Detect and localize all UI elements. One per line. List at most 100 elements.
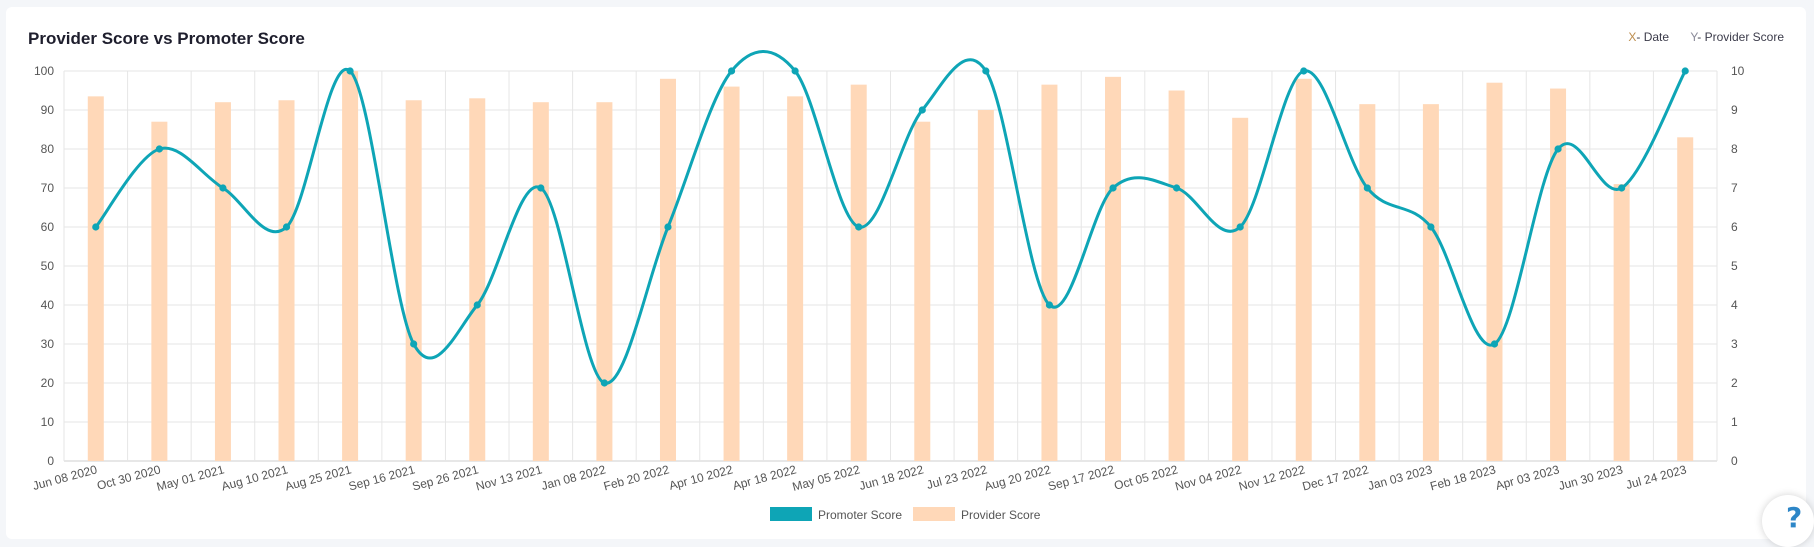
x-tick-label: Aug 10 2021: [220, 462, 290, 493]
left-tick-label: 80: [41, 142, 55, 156]
right-tick-label: 7: [1731, 181, 1738, 195]
help-question-icon: ?: [1786, 501, 1803, 534]
promoter-score-point: [155, 145, 163, 153]
legend-label: Provider Score: [961, 508, 1041, 522]
promoter-score-point: [1300, 67, 1308, 75]
promoter-score-point: [918, 106, 926, 114]
promoter-score-point: [1490, 340, 1499, 348]
x-tick-label: Nov 12 2022: [1237, 462, 1307, 493]
left-tick-label: 50: [41, 259, 55, 273]
left-tick-label: 70: [41, 181, 55, 195]
axis-legend: X- Date Y- Provider Score: [1610, 30, 1784, 44]
chart-title: Provider Score vs Promoter Score: [28, 29, 305, 48]
provider-score-bar: [342, 71, 359, 461]
right-tick-label: 2: [1731, 376, 1738, 390]
x-tick-label: Aug 25 2021: [284, 462, 354, 493]
x-tick-label: Jun 30 2023: [1557, 462, 1625, 493]
promoter-score-point: [600, 379, 609, 387]
right-tick-label: 0: [1731, 454, 1738, 468]
x-tick-label: Jan 08 2022: [540, 462, 608, 493]
provider-score-bar: [87, 96, 104, 461]
x-axis-legend-label: - Date: [1636, 30, 1670, 44]
promoter-score-point: [1045, 301, 1054, 309]
right-tick-label: 4: [1731, 298, 1738, 312]
provider-score-bar: [1359, 104, 1376, 462]
right-tick-label: 6: [1731, 220, 1738, 234]
provider-score-bar: [469, 98, 486, 462]
promoter-score-point: [410, 340, 418, 348]
provider-score-bar: [977, 110, 994, 461]
provider-score-bar: [659, 78, 676, 462]
right-tick-label: 5: [1731, 259, 1738, 273]
legend-swatch: [913, 507, 955, 521]
legend-swatch: [770, 507, 812, 521]
chart-card: Provider Score vs Promoter Score X- Date…: [6, 7, 1806, 539]
x-tick-label: Apr 03 2023: [1494, 462, 1561, 493]
x-tick-label: Feb 20 2022: [602, 462, 671, 493]
x-axis-key: X: [1628, 30, 1637, 44]
promoter-score-point: [1554, 145, 1562, 153]
provider-score-bar: [1168, 90, 1185, 461]
legend-label: Promoter Score: [818, 508, 902, 522]
y-axis-legend-label: - Provider Score: [1697, 30, 1784, 44]
promoter-score-point: [346, 67, 354, 75]
promoter-score-point: [982, 67, 990, 75]
x-tick-label: Apr 18 2022: [731, 462, 798, 493]
provider-score-bar: [1041, 84, 1058, 462]
left-tick-label: 40: [41, 298, 55, 312]
promoter-score-point: [92, 223, 100, 231]
x-tick-label: Sep 17 2022: [1046, 462, 1116, 493]
x-tick-label: Sep 26 2021: [411, 462, 481, 493]
promoter-score-point: [1363, 184, 1371, 192]
provider-score-bar: [532, 102, 549, 461]
promoter-score-point: [219, 184, 227, 192]
provider-score-bar: [787, 96, 804, 461]
x-tick-label: Apr 10 2022: [668, 462, 735, 493]
right-tick-label: 9: [1731, 103, 1738, 117]
right-tick-label: 1: [1731, 415, 1738, 429]
x-tick-label: May 05 2022: [791, 462, 862, 494]
x-tick-label: Dec 17 2022: [1301, 462, 1371, 493]
promoter-score-point: [1618, 184, 1626, 192]
provider-score-bar: [1232, 117, 1249, 462]
provider-score-bar: [1613, 184, 1630, 461]
x-tick-label: Jul 24 2023: [1624, 462, 1688, 492]
x-tick-label: Feb 18 2023: [1429, 462, 1498, 493]
x-tick-label: Nov 13 2021: [474, 462, 544, 493]
x-tick-label: Oct 05 2022: [1113, 462, 1180, 493]
provider-score-bar: [405, 100, 422, 461]
y-axis-key: Y: [1690, 30, 1698, 44]
x-tick-label: Jun 08 2020: [31, 462, 99, 493]
left-tick-label: 30: [41, 337, 55, 351]
provider-score-bar: [214, 102, 231, 461]
promoter-score-point: [1681, 67, 1689, 75]
right-tick-label: 10: [1731, 64, 1745, 78]
promoter-score-point: [1427, 223, 1435, 231]
provider-score-bar: [151, 121, 168, 461]
promoter-score-point: [1236, 223, 1244, 231]
x-tick-label: Jan 03 2023: [1366, 462, 1434, 493]
x-tick-label: Sep 16 2021: [347, 462, 417, 493]
promoter-score-point: [727, 67, 736, 75]
left-tick-label: 20: [41, 376, 55, 390]
provider-score-bar: [1422, 104, 1439, 462]
x-tick-label: May 01 2021: [155, 462, 226, 494]
provider-score-bar: [1677, 137, 1694, 462]
left-tick-label: 100: [34, 64, 54, 78]
provider-score-bar: [1295, 78, 1312, 462]
x-axis-legend: X- Date: [1628, 30, 1669, 44]
promoter-score-point: [1172, 184, 1181, 192]
promoter-score-point: [855, 223, 863, 231]
x-tick-label: Aug 20 2022: [983, 462, 1053, 493]
provider-score-bar: [278, 100, 295, 461]
help-button[interactable]: ?: [1762, 495, 1814, 547]
left-tick-label: 0: [47, 454, 54, 468]
provider-score-bar: [1486, 82, 1503, 461]
x-tick-label: Oct 30 2020: [95, 462, 162, 493]
promoter-score-point: [664, 223, 672, 231]
provider-score-bar: [723, 86, 740, 461]
promoter-score-point: [791, 67, 799, 75]
right-tick-label: 8: [1731, 142, 1738, 156]
x-tick-label: Nov 04 2022: [1174, 462, 1244, 493]
promoter-score-line: [94, 50, 1687, 385]
